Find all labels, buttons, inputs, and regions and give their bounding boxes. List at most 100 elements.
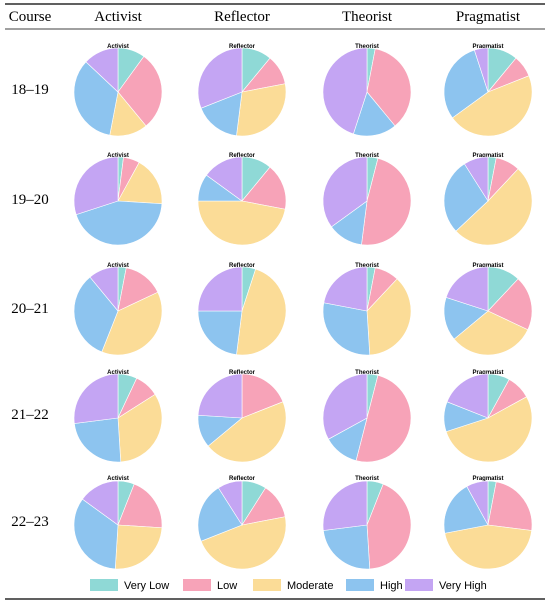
pie-title-pragmatist-18-19: Pragmatist — [472, 44, 503, 50]
pie-title-pragmatist-20-21: Pragmatist — [472, 263, 503, 269]
pie-slice-reflector-18-19-moderate — [236, 83, 287, 137]
pie-title-pragmatist-19-20: Pragmatist — [472, 153, 503, 159]
pie-slice-pragmatist-22-23-moderate — [444, 524, 532, 570]
pie-slice-pragmatist-18-19-very-high — [474, 47, 489, 93]
pie-slice-theorist-21-22-very-high — [322, 373, 368, 440]
pie-slice-activist-19-20-moderate — [117, 162, 163, 205]
pie-slice-reflector-20-21-very-high — [197, 266, 243, 312]
pie-slice-pragmatist-20-21-high — [443, 297, 489, 340]
pie-slice-activist-22-23-high — [73, 498, 119, 570]
pie-slice-pragmatist-18-19-moderate — [451, 75, 533, 137]
pie-title-reflector-20-21: Reflector — [229, 263, 256, 269]
pie-slice-activist-18-19-low — [117, 55, 163, 127]
pie-title-pragmatist-21-22: Pragmatist — [472, 370, 503, 376]
pie-slice-reflector-19-20-moderate — [197, 200, 286, 246]
course-header: Course — [9, 9, 52, 25]
pie-slice-theorist-22-23-very-high — [322, 480, 368, 531]
pie-slice-theorist-18-19-low — [366, 48, 412, 127]
pie-slice-reflector-22-23-high — [197, 487, 243, 542]
pie-slice-activist-22-23-very-high — [81, 480, 119, 526]
legend-swatch-high — [346, 579, 374, 591]
pies-group: Activist Reflector Theorist Pragmatist Activ… — [73, 44, 533, 570]
column-header-activist: Activist — [94, 9, 142, 25]
pie-slice-activist-21-22-very-high — [73, 373, 119, 424]
pie-slice-activist-20-21-moderate — [101, 291, 163, 356]
legend: Very Low Low Moderate High Very High — [90, 579, 487, 592]
pie-slice-pragmatist-20-21-very-high — [445, 266, 489, 312]
pie-slice-pragmatist-19-20-moderate — [455, 168, 533, 246]
legend-label-high: High — [380, 580, 403, 592]
pie-slice-theorist-20-21-moderate — [366, 278, 412, 356]
pie-slice-theorist-20-21-high — [322, 302, 371, 356]
pie-slice-activist-20-21-high — [73, 276, 119, 353]
pie-slice-activist-18-19-high — [73, 61, 119, 136]
pie-slice-theorist-19-20-very-high — [322, 156, 368, 228]
pie-slice-theorist-21-22-low — [355, 375, 412, 463]
pie-slice-theorist-20-21-very-high — [323, 266, 368, 312]
legend-swatch-low — [183, 579, 211, 591]
pie-slice-reflector-21-22-moderate — [207, 401, 287, 463]
pie-slice-pragmatist-21-22-very-high — [446, 373, 489, 419]
column-header-theorist: Theorist — [342, 9, 393, 25]
pie-slice-pragmatist-20-21-low — [487, 278, 533, 331]
pie-title-reflector-19-20: Reflector — [229, 153, 256, 159]
pie-title-theorist-22-23: Theorist — [355, 476, 379, 482]
pie-slice-activist-19-20-very-high — [73, 156, 119, 215]
pie-slice-activist-22-23-low — [117, 483, 163, 529]
legend-label-very-high: Very High — [439, 580, 487, 592]
pie-slice-activist-21-22-moderate — [117, 394, 163, 463]
pie-slice-reflector-22-23-moderate — [200, 516, 287, 570]
pie-slice-theorist-19-20-low — [361, 158, 412, 246]
row-label-19-20: 19–20 — [11, 192, 49, 208]
pie-slice-reflector-19-20-very-high — [205, 156, 243, 202]
legend-swatch-moderate — [253, 579, 281, 591]
pie-title-reflector-21-22: Reflector — [229, 370, 256, 376]
pie-slice-pragmatist-22-23-high — [443, 486, 489, 534]
legend-label-very-low: Very Low — [124, 580, 169, 592]
pie-slice-activist-19-20-high — [75, 200, 163, 246]
pie-title-activist-21-22: Activist — [107, 370, 129, 376]
pie-slice-pragmatist-19-20-high — [443, 163, 489, 232]
pie-slice-pragmatist-22-23-very-high — [466, 480, 489, 526]
pie-title-theorist-20-21: Theorist — [355, 263, 379, 269]
pie-slice-pragmatist-19-20-very-high — [464, 156, 489, 203]
pie-title-reflector-22-23: Reflector — [229, 476, 256, 482]
legend-label-moderate: Moderate — [287, 580, 333, 592]
pie-slice-activist-22-23-moderate — [114, 524, 163, 570]
pie-slice-theorist-22-23-low — [366, 483, 412, 570]
pie-slice-pragmatist-18-19-high — [443, 49, 489, 119]
pie-slice-pragmatist-22-23-low — [487, 481, 533, 531]
pie-slice-reflector-18-19-high — [200, 91, 243, 136]
pie-slice-reflector-18-19-very-high — [197, 47, 243, 109]
pie-slice-reflector-21-22-low — [241, 373, 284, 419]
pie-title-theorist-21-22: Theorist — [355, 370, 379, 376]
pie-slice-activist-21-22-high — [74, 417, 122, 463]
pie-slice-reflector-22-23-very-high — [218, 480, 243, 527]
pie-title-activist-19-20: Activist — [107, 153, 129, 159]
column-header-reflector: Reflector — [214, 9, 270, 25]
pie-slice-reflector-20-21-moderate — [236, 268, 287, 356]
legend-label-low: Low — [217, 580, 237, 592]
row-label-18-19: 18–19 — [11, 82, 49, 98]
legend-swatch-very-high — [405, 579, 433, 591]
pie-slice-pragmatist-21-22-moderate — [445, 396, 533, 463]
pie-title-reflector-18-19: Reflector — [229, 44, 256, 50]
pie-slice-theorist-18-19-very-high — [322, 47, 368, 135]
pie-slice-activist-20-21-very-high — [89, 266, 119, 312]
pie-slice-theorist-22-23-high — [323, 524, 371, 570]
row-label-21-22: 21–22 — [11, 407, 49, 423]
pie-slice-theorist-18-19-high — [353, 91, 396, 137]
row-label-22-23: 22–23 — [11, 514, 49, 530]
legend-swatch-very-low — [90, 579, 118, 591]
pie-title-activist-20-21: Activist — [107, 263, 129, 269]
pie-slice-reflector-20-21-high — [197, 310, 243, 355]
pie-slice-pragmatist-20-21-moderate — [453, 310, 529, 356]
pie-slice-activist-18-19-very-high — [85, 47, 119, 93]
pie-title-theorist-18-19: Theorist — [355, 44, 379, 50]
pie-slice-reflector-19-20-low — [241, 166, 287, 210]
row-label-20-21: 20–21 — [11, 301, 49, 317]
pie-title-theorist-19-20: Theorist — [355, 153, 379, 159]
pie-title-activist-22-23: Activist — [107, 476, 129, 482]
pie-title-activist-18-19: Activist — [107, 44, 129, 50]
